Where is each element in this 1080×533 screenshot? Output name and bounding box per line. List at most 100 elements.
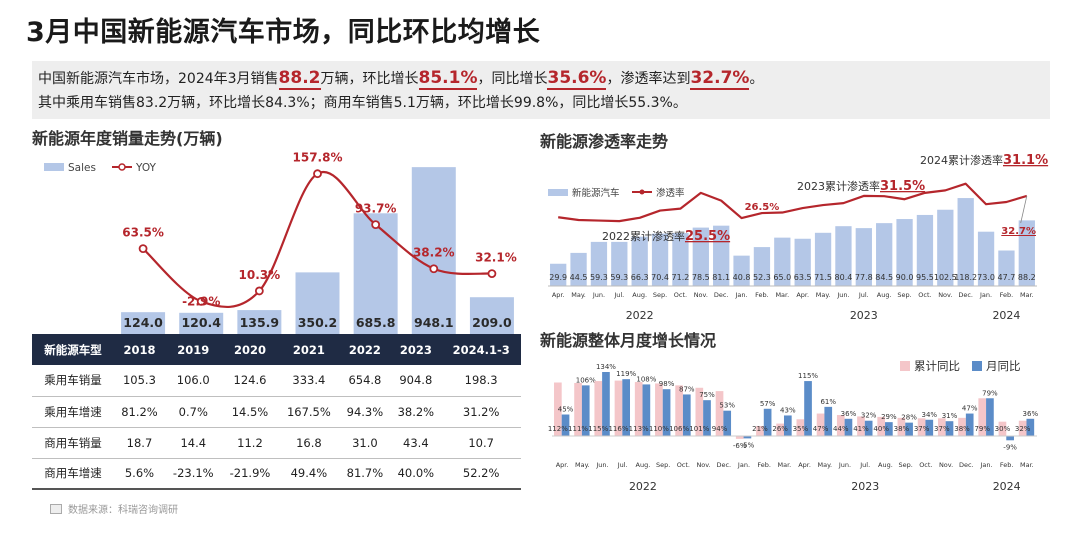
cumulative-yoy-label: 111% xyxy=(568,425,588,433)
cumulative-yoy-label: 94% xyxy=(712,425,728,433)
legend-label-yoy: YOY xyxy=(135,162,157,174)
table-cell: 124.6 xyxy=(221,365,279,397)
monthly-sales-bar xyxy=(937,209,954,286)
yoy-label: 93.7% xyxy=(355,202,397,216)
legend-label-rate: 渗透率 xyxy=(656,187,685,199)
monthly-yoy-bar xyxy=(602,372,610,436)
cumulative-yoy-label: 115% xyxy=(588,425,608,433)
legend-label-bars: 新能源汽车 xyxy=(572,187,620,199)
table-cell: 14.5% xyxy=(221,396,279,428)
monthly-sales-label: 95.5 xyxy=(916,273,934,282)
monthly-yoy-label: 47% xyxy=(962,405,978,413)
yoy-label: 38.2% xyxy=(413,246,455,260)
monthly-sales-bar xyxy=(692,227,709,286)
monthly-sales-label: 29.9 xyxy=(549,273,567,282)
monthly-yoy-bar xyxy=(743,436,752,439)
monthly-yoy-label: 29% xyxy=(881,413,897,421)
monthly-sales-label: 73.0 xyxy=(977,273,995,282)
monthly-sales-label: 71.2 xyxy=(672,273,690,282)
table-header-cell: 2024.1-3 xyxy=(441,334,521,365)
cumulative-yoy-bar xyxy=(917,418,926,436)
penetration-line xyxy=(558,182,1028,223)
monthly-yoy-bar xyxy=(581,385,590,436)
month-tick-label: May. xyxy=(575,461,590,469)
monthly-yoy-bar xyxy=(824,406,833,436)
highlight-mom: 85.1% xyxy=(418,68,478,90)
cumulative-yoy-bar xyxy=(978,398,987,436)
month-tick-label: Aug. xyxy=(878,461,893,469)
month-tick-label: Dec. xyxy=(959,461,974,469)
monthly-sales-label: 40.8 xyxy=(733,273,751,282)
monthly-yoy-label: 106% xyxy=(576,376,596,384)
table-cell: 43.4 xyxy=(390,427,442,459)
annotation-value: 25.5% xyxy=(685,229,730,244)
month-tick-label: Apr. xyxy=(556,461,569,469)
table-header-cell: 2022 xyxy=(339,334,391,365)
cumulative-yoy-label: 21% xyxy=(752,425,768,433)
cumulative-yoy-bar xyxy=(816,413,825,436)
table-header-cell: 2020 xyxy=(221,334,279,365)
cumulative-yoy-label: 38% xyxy=(954,425,970,433)
yoy-marker xyxy=(371,220,381,230)
cumulative-yoy-label: 110% xyxy=(649,425,669,433)
cumulative-yoy-label: 26% xyxy=(772,425,788,433)
summary-text: ，渗透率达到 xyxy=(606,71,691,87)
monthly-sales-bar xyxy=(794,238,811,286)
monthly-sales-bar xyxy=(672,233,689,286)
month-tick-label: Feb. xyxy=(757,461,771,469)
month-tick-label: Jul. xyxy=(613,291,624,299)
summary-line-2: 其中乘用车销售83.2万辆，环比增长84.3%；商用车销售5.1万辆，环比增长9… xyxy=(38,95,687,111)
month-tick-label: Dec. xyxy=(716,461,731,469)
month-tick-label: Feb. xyxy=(1000,291,1014,299)
table-cell: 乘用车增速 xyxy=(32,396,114,428)
month-tick-label: Apr. xyxy=(798,461,811,469)
monthly-sales-label: 78.5 xyxy=(692,273,710,282)
table-cell: 904.8 xyxy=(390,365,442,397)
monthly-yoy-bar xyxy=(945,421,954,436)
legend-marker-rate xyxy=(639,189,645,195)
monthly-yoy-bar xyxy=(925,419,934,436)
month-tick-label: Sep. xyxy=(653,291,667,299)
cumulative-yoy-label: 112% xyxy=(548,425,568,433)
annual-data-table: 新能源车型 2018 2019 2020 2021 2022 2023 2024.1-3 乘用… xyxy=(32,334,521,490)
table-row: 乘用车销量 105.3 106.0 124.6 333.4 654.8 904.8 198.3 xyxy=(32,365,521,397)
month-tick-label: Jun. xyxy=(595,461,608,469)
table-cell: 105.3 xyxy=(114,365,165,397)
table-cell: 81.2% xyxy=(114,396,165,428)
month-tick-label: Apr. xyxy=(552,291,565,299)
sales-bar xyxy=(411,167,456,334)
monthly-sales-bar xyxy=(855,228,872,286)
monthly-sales-label: 118.2 xyxy=(954,273,977,282)
monthly-sales-bar xyxy=(611,241,628,286)
month-tick-label: Sep. xyxy=(897,291,911,299)
monthly-yoy-bar xyxy=(561,414,570,436)
month-tick-label: Mar. xyxy=(1020,291,1034,299)
monthly-sales-bar xyxy=(916,214,934,286)
monthly-sales-label: 63.5 xyxy=(794,273,812,282)
monthly-yoy-label: 28% xyxy=(901,414,917,422)
month-tick-label: Jan. xyxy=(735,291,748,299)
table-cell: 167.5% xyxy=(278,396,340,428)
cumulative-yoy-bar xyxy=(594,381,603,436)
table-cell: 52.2% xyxy=(441,458,521,490)
cumulative-yoy-label: 44% xyxy=(833,425,849,433)
monthly-yoy-bar xyxy=(723,410,732,436)
yoy-marker xyxy=(254,286,264,296)
annotation-leader xyxy=(1020,195,1028,224)
monthly-yoy-label: 31% xyxy=(942,412,958,420)
table-cell: -23.1% xyxy=(164,458,222,490)
table-row: 乘用车增速 81.2% 0.7% 14.5% 167.5% 94.3% 38.2% 31.2% xyxy=(32,396,521,428)
table-cell: 94.3% xyxy=(339,396,391,428)
sales-bar-label: 135.9 xyxy=(240,315,280,330)
month-tick-label: Jul. xyxy=(859,461,870,469)
table-header-cell: 2021 xyxy=(278,334,340,365)
cumulative-yoy-label: 38% xyxy=(894,425,910,433)
cumulative-yoy-bar xyxy=(756,425,764,436)
month-tick-label: May. xyxy=(816,291,831,299)
monthly-sales-label: 90.0 xyxy=(896,273,914,282)
cumulative-yoy-bar xyxy=(776,423,784,436)
cumulative-yoy-bar xyxy=(655,383,663,436)
table-header-cell: 2018 xyxy=(114,334,165,365)
month-tick-label: Sep. xyxy=(898,461,912,469)
monthly-yoy-bar xyxy=(1026,418,1035,436)
